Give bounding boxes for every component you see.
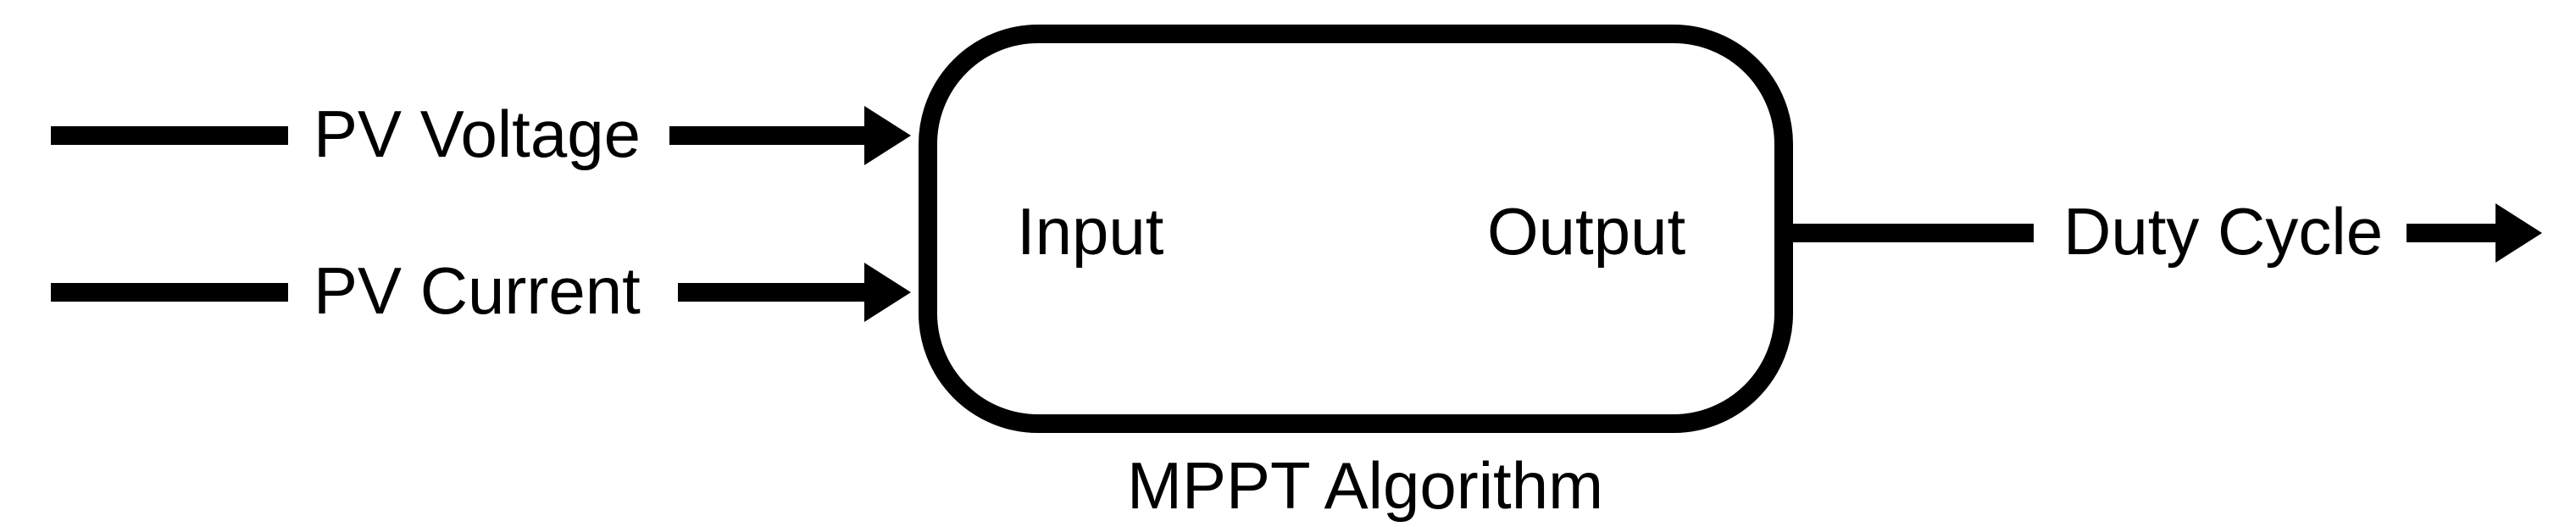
input-1-label: PV Current (314, 253, 641, 328)
output-arrow (2407, 203, 2542, 263)
node-caption: MPPT Algorithm (1127, 448, 1603, 523)
node-output-label: Output (1487, 194, 1685, 269)
node-input-label: Input (1017, 194, 1164, 269)
input-1-arrow (678, 263, 911, 322)
input-0-label: PV Voltage (314, 97, 641, 171)
input-0-arrow (669, 106, 911, 165)
output-label: Duty Cycle (2063, 194, 2383, 269)
